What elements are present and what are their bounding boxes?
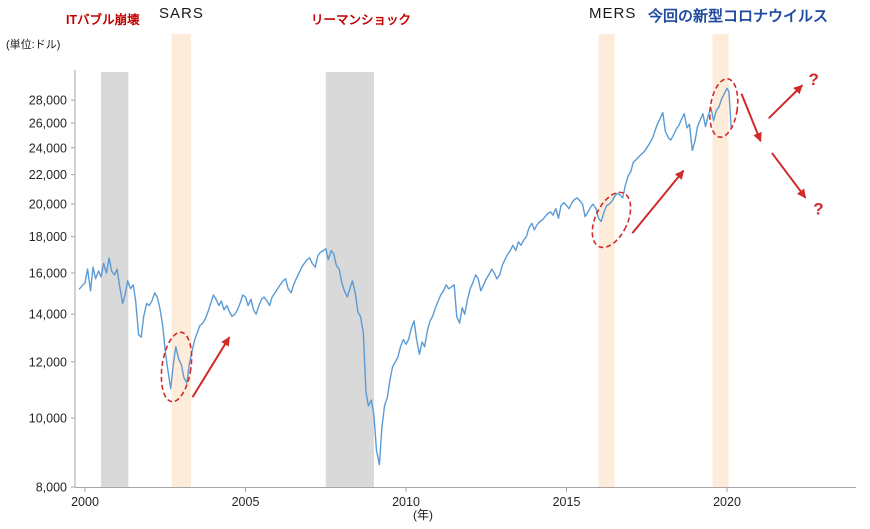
x-tick-label: 2005 [232,495,260,509]
price-line [78,87,732,466]
epidemic-band [598,34,615,487]
y-tick-label: 16,000 [29,266,67,280]
x-tick-label: 2020 [713,495,741,509]
y-tick-label: 20,000 [29,198,67,212]
question-mark: ? [808,70,818,89]
x-tick-label: 2010 [392,495,420,509]
highlight-ellipse [591,191,632,249]
trend-arrow [191,336,231,398]
y-tick-label: 10,000 [29,412,67,426]
covid-label: 今回の新型コロナウイルス [648,8,829,25]
recession-band [101,72,129,487]
trend-arrow [631,169,685,234]
trend-arrow [768,84,804,120]
epidemic-band [712,34,729,487]
y-tick-label: 28,000 [29,94,67,108]
y-tick-label: 22,000 [29,168,67,182]
y-axis-unit-label: (単位:ドル) [6,39,61,51]
x-tick-label: 2000 [71,495,99,509]
epidemic-band [171,34,191,487]
y-tick-label: 8,000 [36,481,67,495]
question-mark: ? [813,200,823,219]
x-axis-unit-label: (年) [413,508,433,522]
y-tick-label: 18,000 [29,230,67,244]
y-tick-label: 26,000 [29,117,67,131]
lehman-shock-label: リーマンショック [311,13,412,27]
highlight-ellipse [709,77,739,138]
it-bubble-label: ITバブル崩壊 [66,13,140,27]
y-tick-label: 14,000 [29,308,67,322]
y-tick-label: 12,000 [29,355,67,369]
trend-arrow [771,152,807,199]
recession-band [325,72,374,487]
highlight-ellipse [160,331,193,403]
sars-label: SARS [159,5,204,22]
x-tick-label: 2015 [553,495,581,509]
trend-arrow [740,93,762,142]
mers-label: MERS [589,5,637,22]
y-tick-label: 24,000 [29,141,67,155]
